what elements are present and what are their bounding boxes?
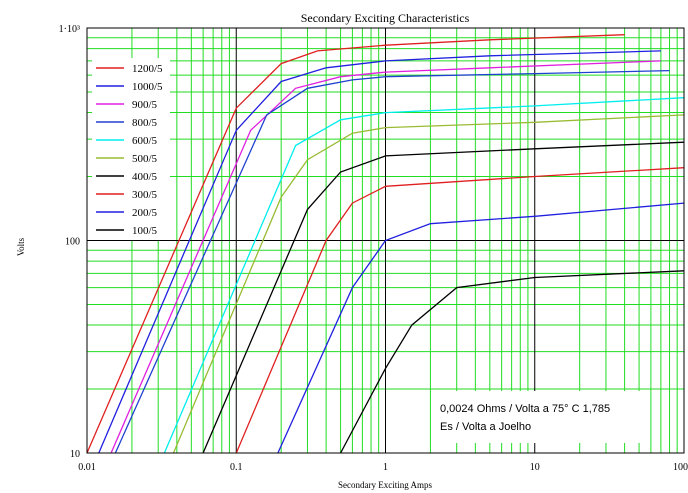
y-tick-label: 10: [70, 449, 80, 460]
legend-entry: 600/5: [132, 135, 158, 147]
legend-entry: 300/5: [132, 189, 158, 201]
series-line-300-5: [235, 167, 685, 454]
legend-entry: 400/5: [132, 171, 158, 183]
series-lines: [86, 34, 685, 454]
legend-entry: 1000/5: [132, 81, 163, 93]
y-tick-label: 100: [65, 237, 80, 248]
legend-entry: 500/5: [132, 153, 158, 165]
series-line-500-5: [172, 114, 685, 454]
legend-background: [92, 58, 170, 240]
series-line-200-5: [277, 202, 685, 454]
series-line-600-5: [163, 97, 685, 454]
legend-entry: 1200/5: [132, 63, 163, 75]
annotation-background: [432, 391, 650, 443]
series-line-800-5: [114, 69, 670, 454]
series-line-1200-5: [86, 34, 625, 454]
y-axis-label: Volts: [16, 237, 26, 256]
x-axis-label: Secondary Exciting Amps: [338, 480, 432, 490]
legend-entry: 100/5: [132, 225, 158, 237]
annotation-box: 0,0024 Ohms / Volta a 75° C 1,785 Es / V…: [432, 391, 650, 443]
x-tick-label: 10: [530, 462, 540, 473]
x-tick-label: 0.1: [230, 462, 243, 473]
x-tick-label: 0.01: [78, 462, 96, 473]
y-tick-labels: 10 100 1·10³: [59, 24, 80, 460]
annotation-line-1: 0,0024 Ohms / Volta a 75° C 1,785: [440, 403, 610, 415]
legend: 1200/5 1000/5 900/5 800/5 600/5 500/5 400/5 300…: [92, 58, 170, 240]
x-tick-labels: 0.01 0.1 1 10 100: [78, 462, 688, 473]
axis-frame: [86, 27, 685, 454]
series-line-1000-5: [98, 50, 661, 454]
series-line-900-5: [110, 60, 661, 454]
x-tick-label: 1: [383, 462, 388, 473]
legend-entry: 200/5: [132, 207, 158, 219]
legend-entry: 900/5: [132, 99, 158, 111]
annotation-line-2: Es / Volta a Joelho: [440, 421, 531, 433]
y-tick-label: 1·10³: [59, 24, 80, 35]
series-line-400-5: [202, 141, 685, 454]
chart-title: Secondary Exciting Characteristics: [301, 11, 470, 25]
x-tick-label: 100: [673, 462, 688, 473]
plot-frame: [86, 27, 685, 454]
legend-entry: 800/5: [132, 117, 158, 129]
series-line-100-5: [340, 270, 685, 454]
